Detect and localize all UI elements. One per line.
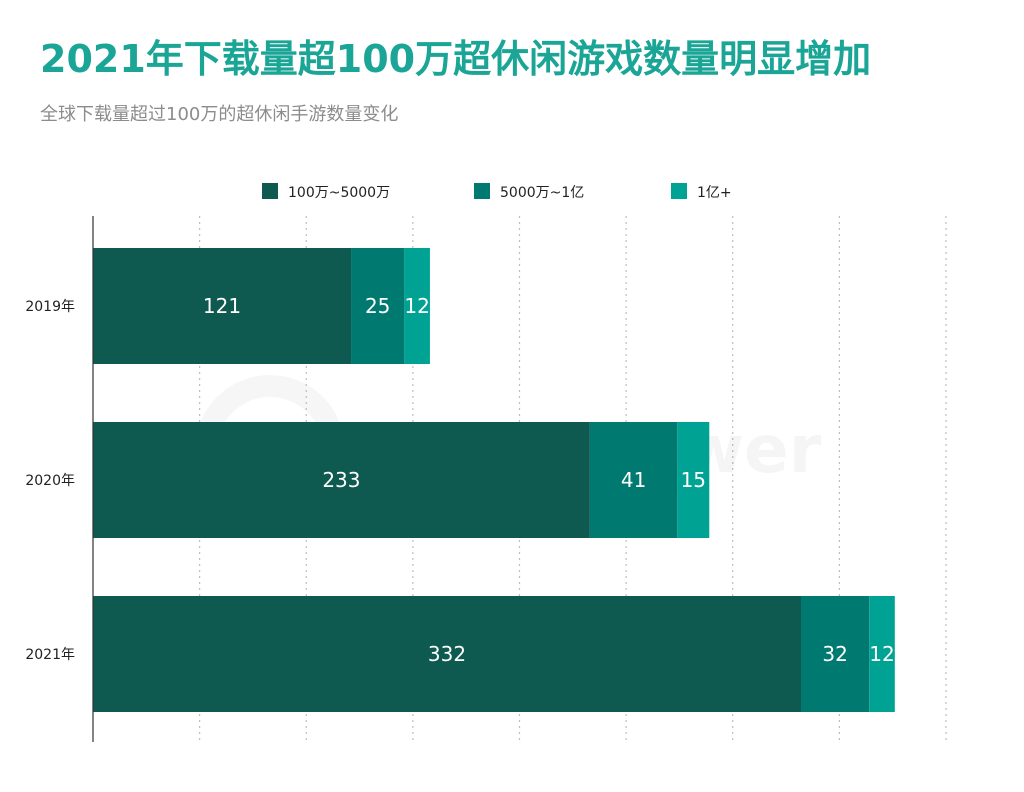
legend-label: 100万~5000万 — [288, 185, 390, 201]
bar-segment — [93, 248, 352, 364]
data-label: 12 — [404, 294, 429, 318]
data-label: 32 — [822, 642, 847, 666]
data-label: 12 — [869, 642, 894, 666]
category-label: 2019年 — [25, 299, 75, 315]
bar-segment — [677, 422, 710, 538]
legend-label: 1亿+ — [697, 185, 732, 201]
legend-swatch — [671, 183, 687, 199]
bar-segment — [351, 248, 405, 364]
bar-segment — [93, 596, 801, 712]
chart-title: 2021年下载量超100万超休闲游戏数量明显增加 — [40, 37, 872, 81]
legend-swatch — [474, 183, 490, 199]
bars — [93, 248, 895, 712]
bar-segment — [589, 422, 678, 538]
legend: 100万~5000万 5000万~1亿 1亿+ — [262, 183, 732, 201]
data-label: 25 — [365, 294, 390, 318]
legend-label: 5000万~1亿 — [500, 185, 584, 201]
category-label: 2021年 — [25, 647, 75, 663]
category-label: 2020年 — [25, 473, 75, 489]
bar-segment — [869, 596, 895, 712]
legend-swatch — [262, 183, 278, 199]
data-label: 332 — [428, 642, 466, 666]
bar-segment — [93, 422, 590, 538]
data-labels: 121 25 12 233 41 15 332 32 12 — [203, 294, 895, 666]
bar-segment — [800, 596, 870, 712]
axes: 2019年 2020年 2021年 — [25, 216, 94, 742]
bar-segment — [404, 248, 430, 364]
chart-subtitle: 全球下载量超过100万的超休闲手游数量变化 — [40, 104, 399, 125]
data-label: 121 — [203, 294, 241, 318]
data-label: 233 — [322, 468, 360, 492]
data-label: 41 — [621, 468, 646, 492]
data-label: 15 — [681, 468, 706, 492]
